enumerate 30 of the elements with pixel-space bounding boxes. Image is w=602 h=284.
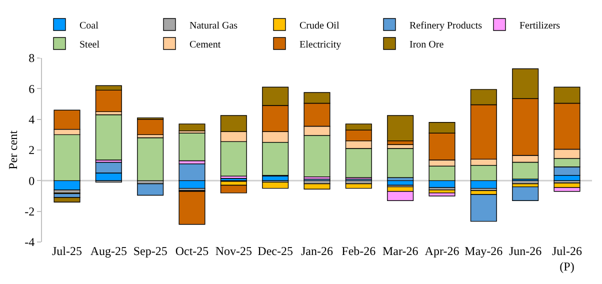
- x-tick-label: Jan-26: [301, 244, 333, 258]
- legend-label: Fertilizers: [520, 20, 560, 32]
- y-tick-label: -4: [24, 235, 35, 250]
- x-tick-label: Jul-25: [52, 244, 82, 258]
- x-tick-label: Feb-26: [342, 244, 376, 258]
- x-tick-label: Jul-26 (P): [552, 244, 582, 274]
- x-tick-label: Jun-26: [508, 244, 542, 258]
- x-tick-label: Oct-25: [175, 244, 209, 258]
- x-tick-label: Dec-25: [258, 244, 293, 258]
- y-axis-title: Per cent: [6, 130, 20, 170]
- legend-label: Electricity: [300, 39, 342, 50]
- legend-label: Crude Oil: [300, 20, 340, 32]
- x-tick-label: Nov-25: [215, 244, 252, 258]
- legend-label: Coal: [80, 20, 99, 32]
- y-tick-label: 2: [28, 143, 35, 158]
- legend-label: Iron Ore: [410, 39, 444, 50]
- legend-label: Steel: [80, 39, 100, 50]
- x-tick-label: Aug-25: [90, 244, 128, 258]
- y-tick-label: 4: [28, 112, 35, 127]
- y-tick-label: -2: [24, 204, 35, 219]
- y-tick-label: 6: [28, 82, 35, 96]
- x-tick-label: Sep-25: [133, 244, 168, 258]
- legend-label: Natural Gas: [190, 20, 238, 32]
- x-tick-label: Apr-26: [424, 244, 460, 258]
- legend-label: Cement: [190, 39, 221, 50]
- x-tick-label: May-26: [464, 244, 503, 258]
- legend-label: Refinery Products: [410, 20, 482, 32]
- y-tick-label: 8: [28, 51, 35, 66]
- y-tick-label: 0: [28, 174, 35, 188]
- x-tick-label: Mar-26: [382, 244, 418, 258]
